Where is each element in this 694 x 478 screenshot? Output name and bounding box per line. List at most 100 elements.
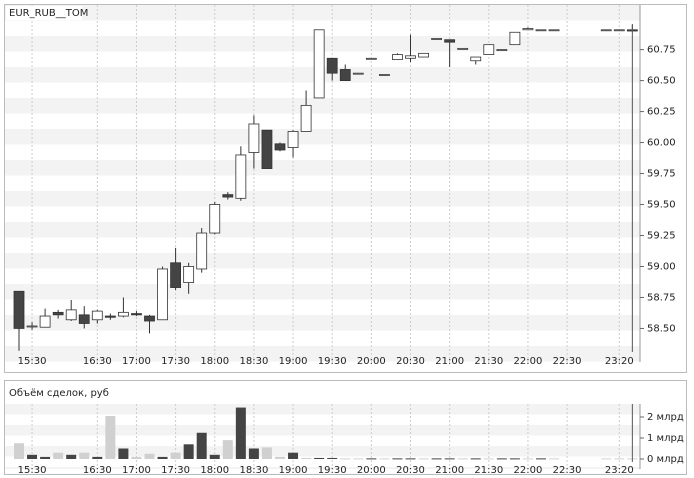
volume-bar (131, 456, 142, 459)
y-tick-label: 60.50 (647, 76, 676, 87)
candle-body (535, 29, 547, 32)
candle-body (457, 47, 469, 50)
volume-bar (601, 458, 612, 460)
x-tick-label: 23:20 (605, 465, 634, 476)
volume-bar (496, 458, 507, 460)
candle-body (261, 129, 273, 169)
volume-bar (431, 458, 442, 460)
volume-bar (183, 444, 194, 459)
candle-body (183, 266, 195, 284)
volume-bar (222, 440, 233, 459)
band (5, 284, 640, 300)
volume-bar (509, 458, 520, 460)
x-tick-label: 20:00 (357, 356, 386, 367)
volume-bar (353, 458, 364, 460)
x-tick-label: 18:00 (200, 465, 229, 476)
title-bg (6, 386, 122, 400)
candle-body (144, 315, 155, 322)
candle-body (339, 69, 351, 81)
volume-bar (53, 452, 64, 459)
candle-body (431, 38, 443, 40)
volume-bar (470, 458, 481, 460)
candle-body (26, 325, 38, 328)
volume-bar (483, 458, 494, 460)
volume-bar (27, 454, 38, 459)
band (5, 191, 640, 207)
x-tick-label: 19:00 (279, 356, 308, 367)
candle-body (313, 29, 325, 99)
x-tick-label: 17:30 (161, 356, 190, 367)
volume-bar (314, 457, 325, 459)
candle-body (13, 290, 25, 329)
candle-body (104, 315, 116, 318)
x-tick-label: 15:30 (18, 356, 47, 367)
candle-body (196, 232, 208, 270)
x-tick-label: 16:30 (83, 465, 112, 476)
candle-body (418, 52, 429, 58)
candle-body (522, 28, 534, 31)
candle-body (91, 310, 103, 321)
y-tick-label: 59.50 (647, 200, 676, 211)
chart-title: EUR_RUB__TOM (9, 8, 88, 19)
band (5, 160, 640, 176)
x-tick-label: 22:30 (553, 356, 582, 367)
x-tick-label: 18:30 (239, 356, 268, 367)
y-tick-label: 58.75 (647, 292, 676, 303)
volume-bar (209, 454, 220, 459)
x-tick-label: 15:30 (18, 465, 47, 476)
candle-body (52, 311, 64, 316)
band (5, 404, 640, 415)
candle-body (613, 29, 625, 32)
y-tick-label: 0 млрд (647, 454, 684, 465)
candle-body (496, 49, 508, 52)
volume-bar (549, 458, 560, 460)
candle-body (235, 154, 247, 199)
y-tick-label: 60.75 (647, 45, 676, 56)
x-tick-label: 21:30 (474, 465, 503, 476)
volume-bar (614, 458, 625, 460)
candle-body (39, 315, 51, 328)
volume-bar (144, 453, 155, 459)
candle-body (444, 39, 456, 43)
band (5, 467, 640, 469)
plot: 15:30 16:30 17:00 17:30 18:00 18:30 19:00 19:30… (13, 24, 684, 476)
title-bg (6, 6, 82, 20)
x-tick-label: 22:30 (553, 465, 582, 476)
x-tick-label: 19:30 (318, 356, 347, 367)
x-tick-label: 19:30 (318, 465, 347, 476)
x-tick-label: 17:00 (122, 465, 151, 476)
volume-bar (379, 458, 390, 460)
y-tick-label: 2 млрд (647, 412, 684, 423)
x-tick-label: 21:30 (474, 356, 503, 367)
y-tick-label: 60.00 (647, 138, 676, 149)
candle-body (248, 123, 260, 153)
y-tick-label: 59.75 (647, 169, 676, 180)
x-tick-label: 21:00 (435, 465, 464, 476)
volume-bar (288, 452, 299, 459)
volume-bar (66, 454, 77, 459)
x-tick-label: 20:00 (357, 465, 386, 476)
candle-body (222, 194, 234, 198)
candle-body (392, 54, 403, 60)
candle-body (365, 57, 377, 60)
volume-bar (444, 458, 455, 460)
candle-body (483, 44, 495, 55)
band (5, 129, 640, 145)
volume-bar (457, 458, 468, 460)
volume-bar (92, 456, 103, 459)
band (5, 5, 640, 21)
x-tick-label: 23:20 (605, 356, 634, 367)
volume-bar (536, 458, 546, 460)
x-tick-label: 20:30 (396, 356, 425, 367)
volume-bar (522, 458, 533, 460)
volume-bar (40, 456, 51, 459)
candle-body (378, 74, 390, 76)
candle-body (326, 57, 338, 74)
candle-body (170, 262, 182, 288)
candle-body (548, 29, 560, 32)
candle-body (352, 72, 364, 75)
x-tick-label: 18:00 (200, 356, 229, 367)
y-tick-label: 59.00 (647, 261, 676, 272)
y-tick-label: 1 млрд (647, 433, 684, 444)
candle-body (274, 143, 286, 151)
